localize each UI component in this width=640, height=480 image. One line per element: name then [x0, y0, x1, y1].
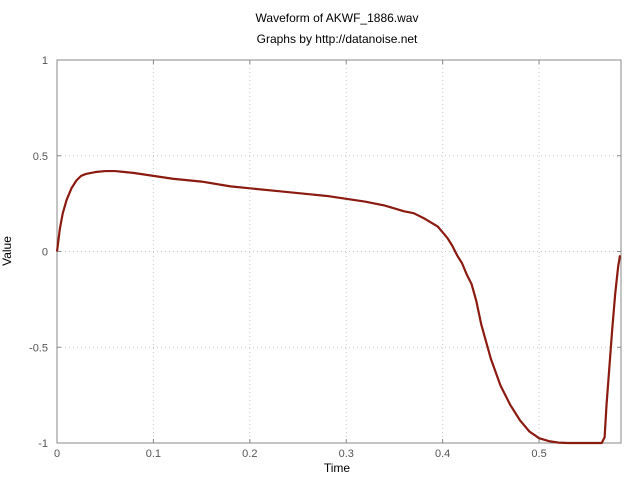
x-tick-label: 0.5: [531, 448, 546, 460]
y-tick-label: -1: [38, 438, 48, 450]
chart-title: Waveform of AKWF_1886.wav: [256, 11, 419, 25]
x-tick-label: 0.1: [146, 448, 161, 460]
axis-ticks: 0 0.1 0.2 0.3 0.4 0.5 1 0.5 0 -0.5 -1: [29, 55, 621, 460]
chart-subtitle: Graphs by http://datanoise.net: [257, 32, 418, 46]
x-tick-label: 0.4: [435, 448, 450, 460]
x-tick-label: 0.3: [339, 448, 354, 460]
x-axis-label: Time: [324, 461, 351, 475]
y-tick-label: 1: [42, 55, 48, 67]
x-tick-label: 0: [54, 448, 60, 460]
y-tick-label: 0: [42, 247, 48, 259]
y-axis-label: Value: [0, 236, 14, 266]
x-tick-label: 0.2: [242, 448, 257, 460]
grid-lines: [57, 59, 621, 443]
waveform-line: [55, 169, 622, 445]
y-tick-label: 0.5: [33, 151, 48, 163]
y-tick-label: -0.5: [29, 342, 48, 354]
